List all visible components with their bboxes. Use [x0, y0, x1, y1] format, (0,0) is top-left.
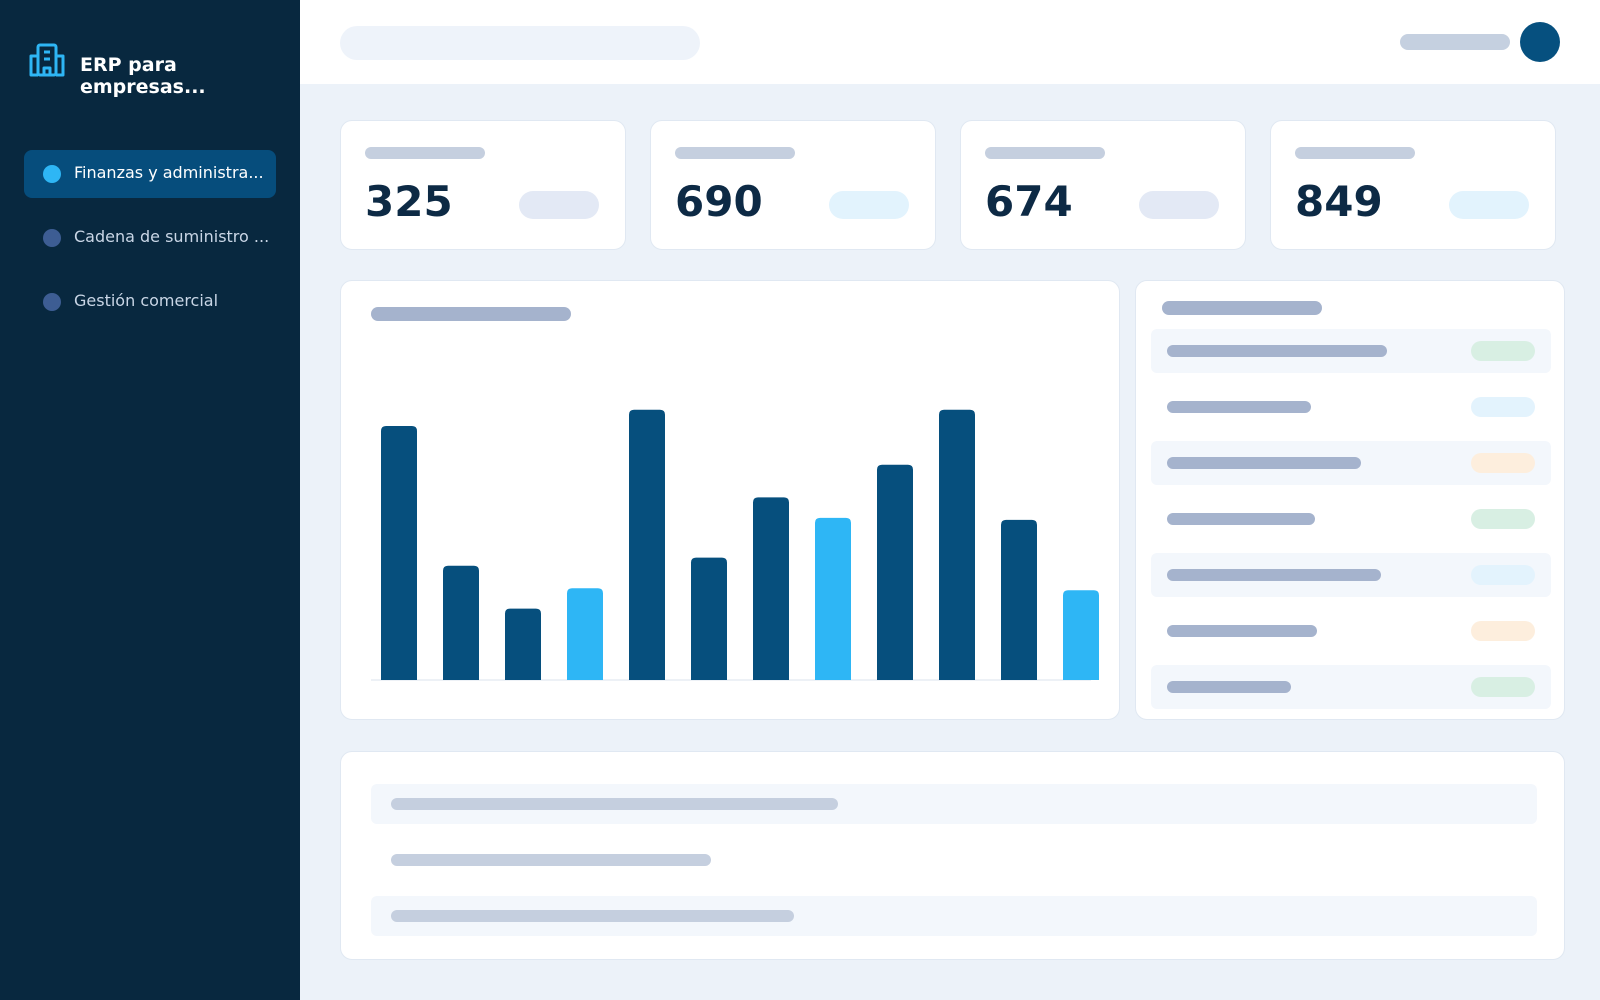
- cell-placeholder: [391, 798, 838, 810]
- logo-icon: [29, 43, 65, 77]
- bar: [629, 409, 665, 680]
- nav-item[interactable]: Finanzas y administra...: [74, 163, 264, 182]
- row-badge: [1471, 565, 1535, 585]
- list-row: [1151, 553, 1551, 597]
- kpi-value: 849: [1295, 177, 1383, 226]
- kpi-label-placeholder: [365, 147, 485, 159]
- kpi-label-placeholder: [675, 147, 795, 159]
- nav-item[interactable]: Gestión comercial: [74, 291, 219, 310]
- row-badge: [1471, 341, 1535, 361]
- bar: [567, 588, 603, 680]
- kpi-label-placeholder: [1295, 147, 1415, 159]
- user-name: [1400, 34, 1510, 50]
- bar: [691, 557, 727, 680]
- row-badge: [1471, 453, 1535, 473]
- kpi-badge: [1449, 191, 1529, 219]
- search-bar[interactable]: [340, 26, 700, 60]
- header: [300, 0, 1600, 84]
- bar: [877, 464, 913, 680]
- row-text-placeholder: [1167, 513, 1315, 525]
- bar: [1001, 519, 1037, 680]
- kpi-badge: [1139, 191, 1219, 219]
- kpi-card: 690: [650, 120, 936, 250]
- kpi-value: 325: [365, 177, 453, 226]
- list-row: [1151, 329, 1551, 373]
- bar: [815, 517, 851, 680]
- avatar[interactable]: [1520, 22, 1560, 62]
- row-badge: [1471, 677, 1535, 697]
- list-row: [1151, 609, 1551, 653]
- row-text-placeholder: [1167, 681, 1291, 693]
- chart-card: [340, 280, 1120, 720]
- row-badge: [1471, 621, 1535, 641]
- bar: [443, 565, 479, 680]
- nav-dot: [43, 165, 61, 183]
- list-row: [1151, 665, 1551, 709]
- table-card: [340, 751, 1565, 960]
- bar: [753, 497, 789, 680]
- table-row: [371, 896, 1537, 936]
- chart-title-placeholder: [371, 307, 571, 321]
- bar: [1063, 590, 1099, 680]
- bar: [939, 409, 975, 680]
- bar: [381, 426, 417, 680]
- cell-placeholder: [391, 854, 711, 866]
- row-badge: [1471, 397, 1535, 417]
- app-title: ERP para empresas...: [80, 54, 206, 98]
- kpi-value: 674: [985, 177, 1073, 226]
- row-text-placeholder: [1167, 569, 1381, 581]
- row-text-placeholder: [1167, 345, 1387, 357]
- cell-placeholder: [391, 910, 794, 922]
- table-row: [371, 784, 1537, 824]
- nav-dot: [43, 229, 61, 247]
- table-row: [371, 840, 1537, 880]
- bar: [505, 608, 541, 680]
- kpi-card: 674: [960, 120, 1246, 250]
- kpi-card: 849: [1270, 120, 1556, 250]
- nav-dot: [43, 293, 61, 311]
- list-title-placeholder: [1162, 301, 1322, 315]
- kpi-badge: [519, 191, 599, 219]
- kpi-card: 325: [340, 120, 626, 250]
- nav-active-bg: [24, 150, 276, 198]
- row-text-placeholder: [1167, 401, 1311, 413]
- list-row: [1151, 441, 1551, 485]
- nav-item[interactable]: Cadena de suministro ...: [74, 227, 270, 246]
- row-text-placeholder: [1167, 457, 1361, 469]
- kpi-badge: [829, 191, 909, 219]
- kpi-label-placeholder: [985, 147, 1105, 159]
- row-text-placeholder: [1167, 625, 1317, 637]
- list-row: [1151, 385, 1551, 429]
- row-badge: [1471, 509, 1535, 529]
- kpi-value: 690: [675, 177, 763, 226]
- list-card: [1135, 280, 1565, 720]
- bar-chart: [371, 409, 1099, 681]
- list-row: [1151, 497, 1551, 541]
- sidebar: ERP para empresas... Finanzas y administ…: [0, 0, 300, 1000]
